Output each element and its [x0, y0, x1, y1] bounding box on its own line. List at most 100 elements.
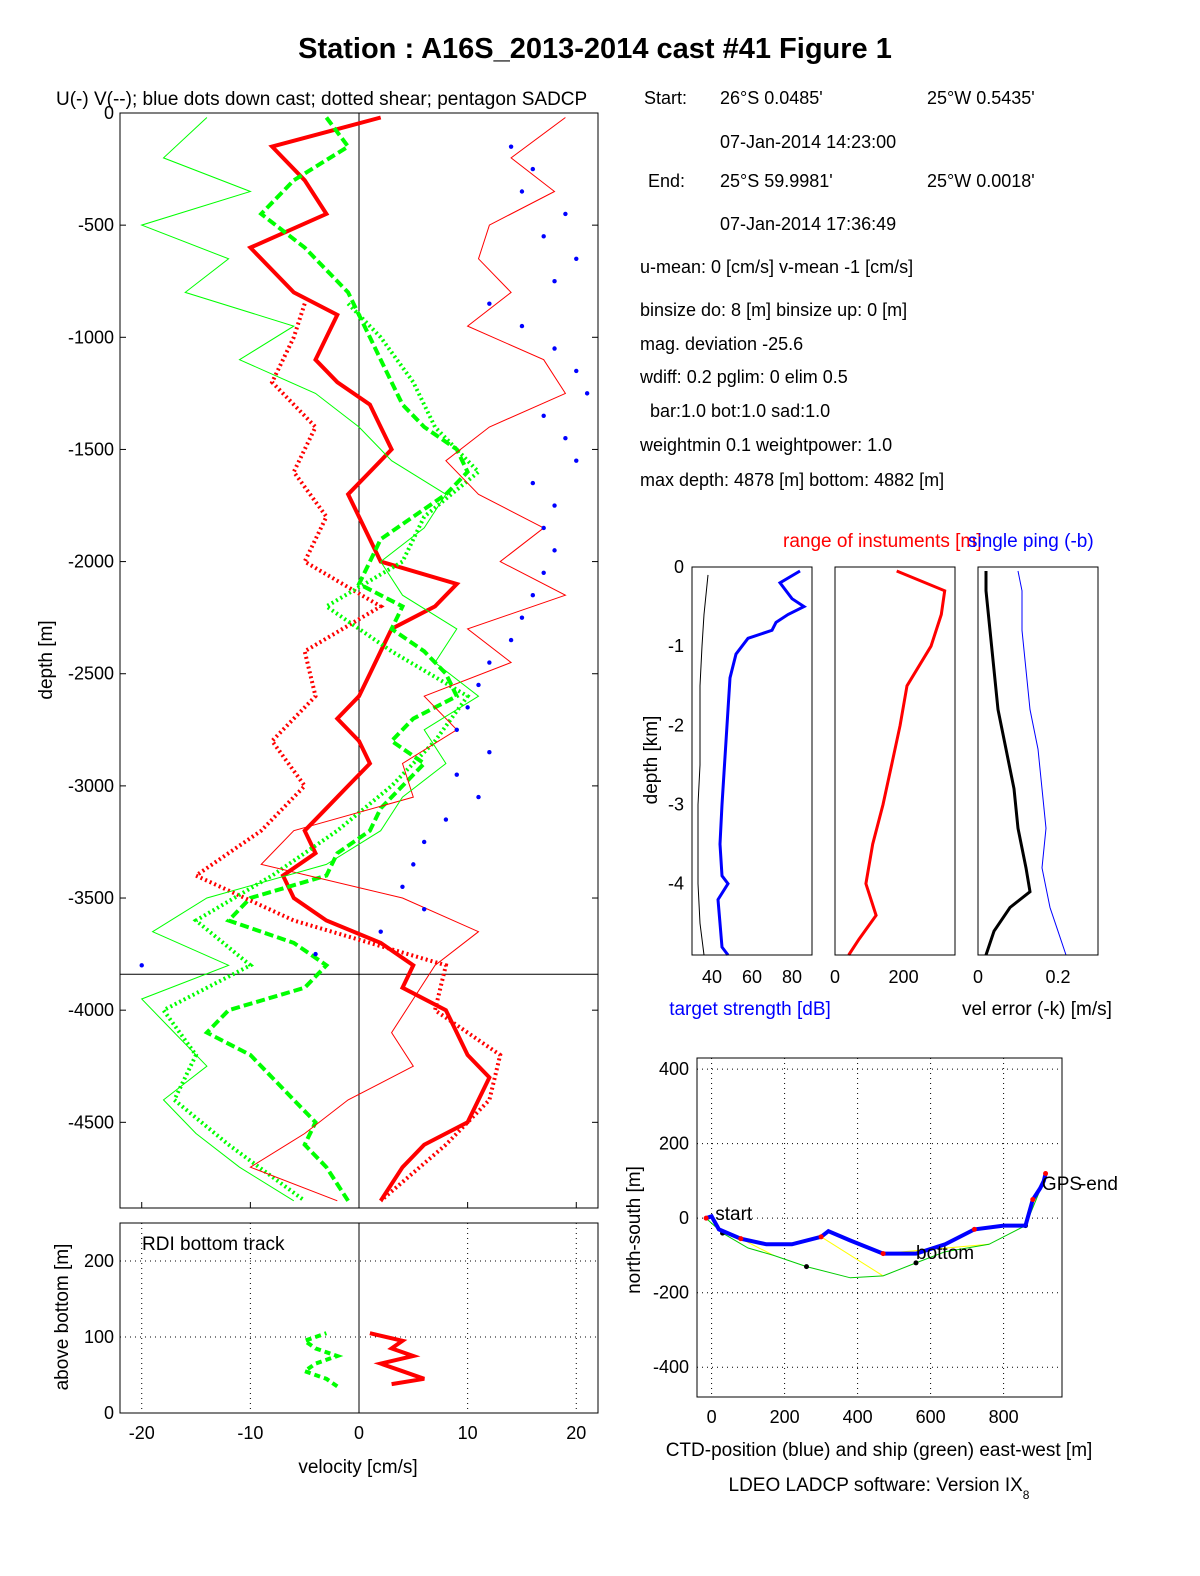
target-ylabel: depth [km] — [641, 716, 662, 805]
velocity-ytick-label: -500 — [78, 215, 114, 235]
downcast-dot — [519, 615, 525, 620]
downcast-dot — [476, 682, 481, 688]
vel-error-xtick-label: 0.2 — [1045, 967, 1070, 987]
velocity-xlabel: velocity [cm/s] — [298, 1457, 417, 1478]
target-gray-line — [697, 574, 709, 956]
velocity-xtick-label: 10 — [458, 1423, 478, 1443]
range-xtick-label: 200 — [889, 967, 919, 987]
downcast-dot — [530, 480, 536, 486]
vel-error-xlabel: vel error (-k) [m/s] — [962, 999, 1112, 1020]
end-annotation: -end — [1080, 1174, 1118, 1195]
start-annotation: start — [715, 1204, 753, 1225]
velocity-xtick-label: -10 — [237, 1423, 263, 1443]
target-ytick-label: -3 — [668, 795, 684, 815]
position-axes-frame — [696, 1057, 1063, 1398]
position-xtick-label: 800 — [989, 1407, 1019, 1427]
binsize-line: binsize do: 8 [m] binsize up: 0 [m] — [640, 300, 907, 320]
velocity-ytick-label: -4000 — [68, 1000, 114, 1020]
ctd-marker — [738, 1236, 744, 1242]
downcast-dot — [530, 593, 536, 598]
main-subtitle: U(-) V(--); blue dots down cast; dotted … — [56, 89, 587, 110]
ship-marker — [804, 1264, 809, 1270]
bottom-track-ytick-label: 100 — [84, 1327, 114, 1347]
target-xtick-label: 60 — [742, 967, 762, 987]
downcast-dot — [552, 548, 557, 553]
downcast-dot — [563, 211, 568, 217]
velocity-ytick-label: -1000 — [68, 327, 114, 347]
info-block: Start: 26°S 0.0485' 25°W 0.5435' 07-Jan-… — [639, 88, 1035, 490]
position-ytick-label: -400 — [653, 1357, 689, 1377]
position-ylabel: north-south [m] — [624, 1166, 645, 1294]
target-ytick-label: 0 — [674, 557, 684, 577]
u_shear-profile-line — [191, 302, 503, 1203]
target-axes-frame — [691, 566, 813, 956]
downcast-dot — [139, 963, 144, 968]
bottom-track-ytick-label: 200 — [84, 1251, 114, 1271]
software-subscript: 8 — [1023, 1488, 1030, 1502]
bottom-track-ytick-label: 0 — [104, 1403, 114, 1423]
downcast-dot — [411, 862, 416, 867]
end-time: 07-Jan-2014 17:36:49 — [720, 214, 896, 234]
downcast-dot — [508, 637, 514, 643]
downcast-dot — [487, 750, 492, 755]
plots-layer: 0-500-1000-1500-2000-2500-3000-3500-4000… — [68, 103, 1118, 1443]
end-label: End: — [648, 171, 685, 191]
u-profile-line — [246, 115, 492, 1202]
max-depth-line: max depth: 4878 [m] bottom: 4882 [m] — [640, 470, 944, 490]
figure-title: Station : A16S_2013-2014 cast #41 Figure… — [298, 33, 892, 65]
downcast-dot — [552, 503, 557, 508]
start-lat: 26°S 0.0485' — [720, 88, 823, 108]
velocity-ylabel: depth [m] — [36, 620, 57, 699]
software-version: LDEO LADCP software: Version IX8 — [729, 1475, 1030, 1502]
downcast-dot — [574, 368, 579, 374]
bottom-annotation: bottom — [916, 1243, 974, 1264]
position-xlabel: CTD-position (blue) and ship (green) eas… — [666, 1440, 1093, 1461]
v-bottom-track-line — [300, 1331, 344, 1389]
v-profile-line — [203, 116, 471, 1202]
downcast-dot — [574, 458, 579, 463]
v_shear-profile-line — [160, 302, 482, 1203]
mag-deviation-line: mag. deviation -25.6 — [640, 334, 803, 354]
vel-error-xtick-label: 0 — [973, 967, 983, 987]
ctd-marker — [971, 1226, 977, 1232]
velocity-xtick-label: 0 — [354, 1423, 364, 1443]
downcast-dot — [465, 705, 470, 710]
ctd-marker — [1030, 1197, 1036, 1203]
downcast-dot — [313, 951, 318, 957]
range-xtick-label: 0 — [830, 967, 840, 987]
ctd-marker — [818, 1234, 824, 1240]
software-text: LDEO LADCP software: Version IX — [729, 1475, 1024, 1496]
downcast-dot — [574, 256, 579, 261]
target-ytick-label: -1 — [668, 636, 684, 656]
ctd-marker — [880, 1251, 886, 1257]
downcast-dot — [421, 907, 427, 912]
velocity-ytick-label: -4500 — [68, 1112, 114, 1132]
position-ytick-label: 400 — [659, 1059, 689, 1079]
v_thin-profile-line — [140, 117, 480, 1202]
position-ytick-label: 200 — [659, 1134, 689, 1154]
downcast-dot — [541, 525, 546, 531]
position-xtick-label: 200 — [770, 1407, 800, 1427]
end-lon: 25°W 0.0018' — [927, 171, 1035, 191]
vel-error-k-line — [984, 571, 1032, 956]
downcast-dot — [443, 817, 449, 822]
downcast-dot — [530, 166, 536, 172]
velocity-xtick-label: 20 — [566, 1423, 586, 1443]
velocity-ytick-label: -2000 — [68, 552, 114, 572]
velocity-ytick-label: -1500 — [68, 439, 114, 459]
start-label: Start: — [644, 88, 687, 108]
target-xlabel: target strength [dB] — [669, 999, 831, 1020]
downcast-dot — [519, 323, 525, 329]
downcast-dot — [519, 189, 525, 194]
end-lat: 25°S 59.9981' — [720, 171, 833, 191]
target-target-line — [716, 569, 808, 956]
start-time: 07-Jan-2014 14:23:00 — [720, 132, 896, 152]
bar-line: bar:1.0 bot:1.0 sad:1.0 — [650, 401, 830, 421]
range-axes-frame — [834, 566, 956, 956]
bottom-track-ylabel: above bottom [m] — [52, 1244, 73, 1391]
downcast-dot — [541, 234, 546, 239]
target-xtick-label: 80 — [782, 967, 802, 987]
single-ping-title: single ping (-b) — [968, 531, 1094, 552]
downcast-dot — [487, 301, 492, 306]
